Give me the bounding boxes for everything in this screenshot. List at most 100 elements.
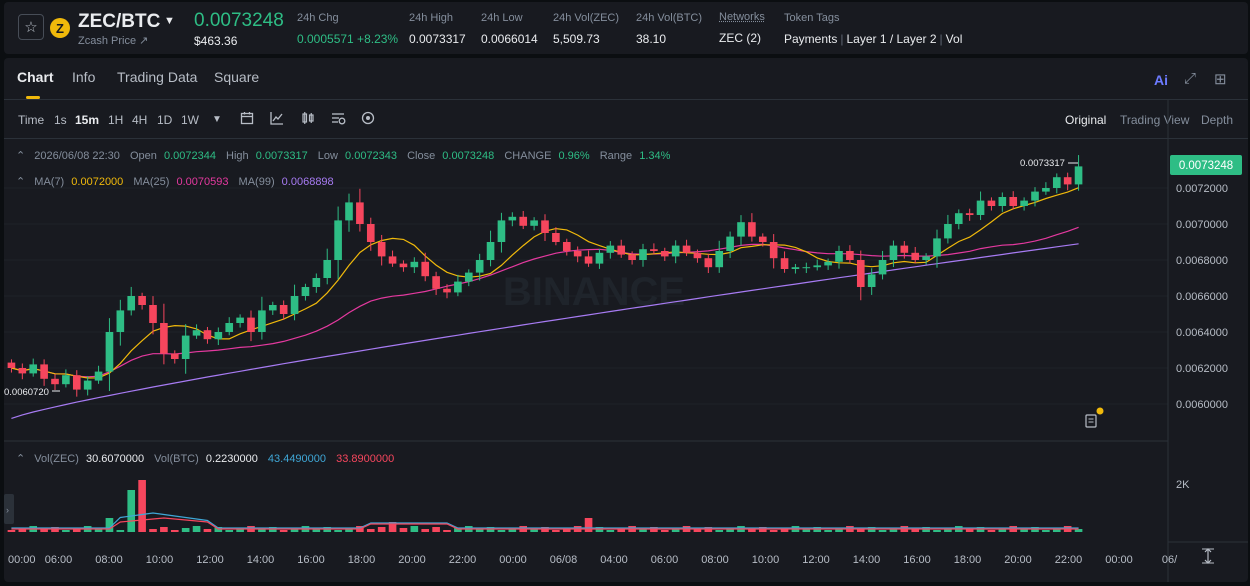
legend-high: 0.0073317 — [256, 150, 308, 162]
vol-ma1-value: 43.4490000 — [268, 453, 326, 465]
candle-body — [824, 261, 832, 266]
legend-collapse-icon: ⌃ — [16, 150, 25, 162]
candle-body — [889, 245, 898, 260]
ohlc-legend: ⌃ 2026/06/08 22:30 Open 0.0072344 High 0… — [16, 150, 671, 162]
time-tick-label: 06:00 — [45, 554, 73, 566]
candle-body — [671, 245, 680, 257]
candle-body — [279, 305, 288, 314]
candle-body — [562, 242, 571, 251]
legend-open: 0.0072344 — [164, 150, 216, 162]
legend-change: 0.96% — [558, 150, 589, 162]
volume-bar — [671, 528, 680, 532]
interval-1s[interactable]: 1s — [54, 113, 67, 127]
time-tick-label: 10:00 — [752, 554, 780, 566]
price-tick-label: 0.0070000 — [1176, 219, 1228, 231]
volume-bar — [345, 528, 353, 532]
volume-bar — [998, 528, 1007, 532]
candle-body — [933, 238, 941, 257]
candle-body — [606, 245, 615, 253]
tab-square[interactable]: Square — [214, 69, 260, 85]
tab-trading-data[interactable]: Trading Data — [117, 69, 198, 85]
time-tick-label: 12:00 — [196, 554, 224, 566]
time-tick-label: 16:00 — [297, 554, 325, 566]
ma-collapse-icon: ⌃ — [16, 176, 25, 188]
calendar-icon[interactable] — [240, 111, 254, 128]
candle-body — [987, 200, 996, 206]
volume-bar — [802, 529, 811, 532]
candle-style-icon[interactable] — [301, 111, 315, 128]
interval-1h[interactable]: 1H — [108, 113, 124, 127]
volume-ma-zec — [11, 512, 1079, 529]
coin-price-link[interactable]: Zcash Price ↗ — [78, 35, 149, 47]
candle-body — [965, 213, 974, 215]
indicator-chart-icon[interactable] — [270, 111, 284, 128]
volume-bar — [617, 528, 626, 532]
candle-body — [900, 245, 909, 253]
stat-value: ZEC (2) — [719, 31, 761, 45]
tab-chart[interactable]: Chart — [17, 69, 54, 85]
chart-settings-icon[interactable] — [331, 111, 346, 128]
time-tick-label: 06/08 — [550, 554, 578, 566]
alert-clipboard-icon[interactable] — [1085, 407, 1104, 428]
candle-body — [856, 260, 865, 287]
time-tick-label: 10:00 — [146, 554, 174, 566]
volume-bar — [987, 530, 996, 532]
view-original[interactable]: Original — [1065, 113, 1107, 127]
stat-24h-vol-btc: 24h Vol(BTC) 38.10 — [636, 12, 702, 46]
price-tick-label: 0.0072000 — [1176, 183, 1228, 195]
token-tag[interactable]: Vol — [945, 32, 963, 46]
active-tab-indicator — [26, 96, 40, 99]
scroll-left-handle[interactable]: › — [4, 494, 14, 524]
view-trading-view[interactable]: Trading View — [1120, 113, 1190, 127]
pair-dropdown-icon[interactable]: ▼ — [164, 15, 175, 27]
expand-icon[interactable]: ⤢ — [1184, 70, 1197, 87]
time-tick-label: 14:00 — [247, 554, 275, 566]
token-tag[interactable]: Payments — [784, 32, 838, 46]
volume-bar — [290, 528, 299, 532]
stat-24h-change: 24h Chg 0.0005571 +8.23% — [297, 12, 398, 46]
trading-pair-selector[interactable]: ZEC/BTC — [78, 11, 161, 32]
volume-bar — [878, 530, 887, 532]
candle-body — [497, 220, 506, 242]
time-tick-label: 00:00 — [1105, 554, 1133, 566]
token-tag[interactable]: Layer 1 / Layer 2 — [846, 32, 937, 46]
legend-low-label: Low — [318, 150, 338, 162]
stat-24h-vol-zec: 24h Vol(ZEC) 5,509.73 — [553, 12, 619, 46]
volume-bar — [726, 528, 734, 532]
legend-change-label: CHANGE — [504, 150, 551, 162]
candle-body — [181, 335, 190, 359]
target-icon[interactable] — [361, 111, 375, 128]
interval-time[interactable]: Time — [18, 113, 45, 127]
price-tick-label: 0.0068000 — [1176, 255, 1228, 267]
candlestick-chart[interactable]: BINANCE 2K 0.00720000.00700000.00680000.… — [4, 58, 1248, 582]
market-header: ☆ Z ZEC/BTC ▼ Zcash Price ↗ 0.0073248 $4… — [4, 2, 1248, 54]
interval-1d[interactable]: 1D — [157, 113, 173, 127]
volume-bar — [508, 528, 517, 532]
view-depth[interactable]: Depth — [1201, 113, 1234, 127]
ma7-value: 0.0072000 — [71, 176, 123, 188]
favorite-star-icon[interactable]: ☆ — [18, 14, 44, 40]
volume-bar — [606, 530, 615, 532]
tab-info[interactable]: Info — [72, 69, 96, 85]
stat-networks[interactable]: Networks ZEC (2) — [719, 11, 765, 45]
stat-label: 24h Vol(ZEC) — [553, 12, 620, 24]
candle-body — [628, 254, 636, 260]
interval-15m[interactable]: 15m — [75, 113, 100, 127]
candle-body — [867, 274, 876, 287]
time-tick-label: 08:00 — [95, 554, 123, 566]
candle-body — [312, 278, 321, 287]
candle-body — [693, 252, 702, 259]
interval-1w[interactable]: 1W — [181, 113, 199, 127]
layout-grid-icon[interactable]: ⊞ — [1214, 71, 1227, 88]
candle-body — [334, 220, 342, 260]
interval-4h[interactable]: 4H — [132, 113, 148, 127]
more-intervals-icon[interactable]: ▼ — [212, 114, 222, 125]
candle-body — [399, 263, 408, 268]
volume-bar — [181, 528, 190, 532]
candle-body — [40, 364, 48, 379]
last-price: 0.0073248 — [194, 10, 284, 31]
volume-bar — [160, 527, 168, 532]
vertical-resize-icon[interactable] — [1202, 548, 1214, 564]
ai-icon[interactable]: Ai — [1154, 72, 1168, 88]
candle-body — [421, 261, 430, 277]
